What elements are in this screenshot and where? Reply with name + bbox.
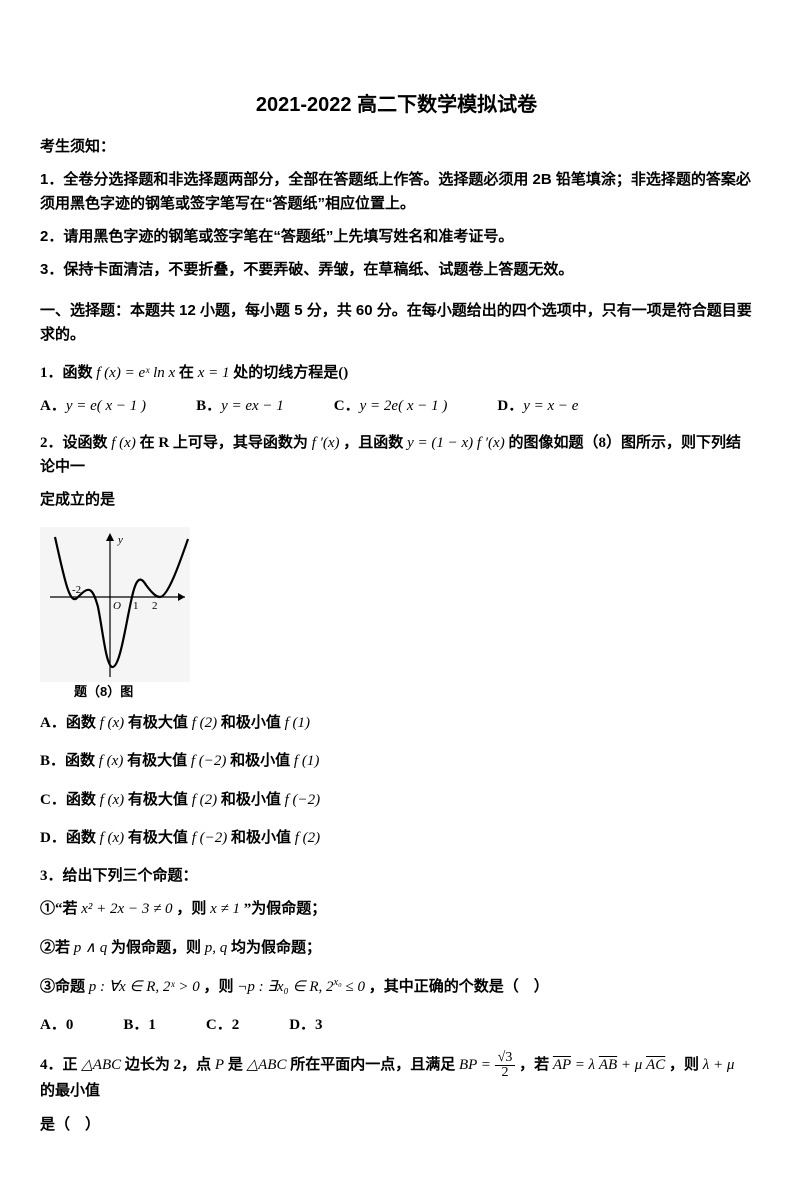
q2-graph: -2 O 1 2 y 题（8）图 bbox=[40, 527, 753, 702]
instr-line-3: 3．保持卡面清洁，不要折叠，不要弄破、弄皱，在草稿纸、试题卷上答题无效。 bbox=[40, 258, 753, 281]
q3-prop-3: ③命题 p : ∀x ∈ R, 2ˣ > 0 ，则 ¬p : ∃x₀ ∈ R, … bbox=[40, 975, 753, 999]
q4-fraction: √32 bbox=[495, 1051, 516, 1080]
q2-option-c: C．函数 f (x) 有极大值 f (2) 和极小值 f (−2) bbox=[40, 789, 753, 812]
q1-option-a: A．y = e( x − 1 ) bbox=[40, 395, 146, 418]
graph-svg: -2 O 1 2 y bbox=[40, 527, 190, 682]
q2-text-c: 在 R 上可导，其导函数为 bbox=[140, 435, 312, 451]
q1-prefix: 1．函数 bbox=[40, 365, 96, 381]
q2-text-e: ，且函数 bbox=[343, 435, 407, 451]
q3-option-d: D．3 bbox=[289, 1014, 322, 1037]
instr-heading: 考生须知： bbox=[40, 135, 753, 158]
q2-option-a: A．函数 f (x) 有极大值 f (2) 和极小值 f (1) bbox=[40, 712, 753, 735]
q1-func: f (x) = eˣ ln x bbox=[96, 365, 175, 381]
q3-option-a: A．0 bbox=[40, 1014, 73, 1037]
question-4: 4．正 △ABC 边长为 2，点 P 是 △ABC 所在平面内一点，且满足 BP… bbox=[40, 1051, 753, 1103]
question-1: 1．函数 f (x) = eˣ ln x 在 x = 1 处的切线方程是() bbox=[40, 362, 753, 385]
question-3-heading: 3．给出下列三个命题： bbox=[40, 865, 753, 888]
question-2: 2．设函数 f (x) 在 R 上可导，其导函数为 f ′(x) ，且函数 y … bbox=[40, 432, 753, 479]
section-1-heading: 一、选择题：本题共 12 小题，每小题 5 分，共 60 分。在每小题给出的四个… bbox=[40, 299, 753, 346]
q3-prop-1: ①“若 x² + 2x − 3 ≠ 0 ，则 x ≠ 1 ”为假命题； bbox=[40, 898, 753, 921]
q2-yfunc: y = (1 − x) f ′(x) bbox=[407, 435, 505, 451]
graph-label-1: 1 bbox=[133, 600, 139, 612]
instr-line-2: 2．请用黑色字迹的钢笔或签字笔在“答题纸”上先填写姓名和准考证号。 bbox=[40, 225, 753, 248]
exam-page: 2021-2022 高二下数学模拟试卷 考生须知： 1．全卷分选择题和非选择题两… bbox=[0, 0, 793, 1192]
q1-option-c: C．y = 2e( x − 1 ) bbox=[334, 395, 448, 418]
graph-caption: 题（8）图 bbox=[74, 682, 753, 702]
q2-option-b: B．函数 f (x) 有极大值 f (−2) 和极小值 f (1) bbox=[40, 750, 753, 773]
q3-prop-2: ②若 p ∧ q 为假命题，则 p, q 均为假命题； bbox=[40, 937, 753, 960]
q1-suffix: 处的切线方程是() bbox=[233, 365, 348, 381]
q3-options: A．0 B．1 C．2 D．3 bbox=[40, 1014, 753, 1037]
graph-label-o: O bbox=[113, 600, 121, 612]
graph-label-y: y bbox=[117, 534, 123, 546]
q3-option-c: C．2 bbox=[206, 1014, 239, 1037]
instructions: 考生须知： 1．全卷分选择题和非选择题两部分，全部在答题纸上作答。选择题必须用 … bbox=[40, 135, 753, 281]
graph-label-2: 2 bbox=[152, 600, 158, 612]
q1-point: x = 1 bbox=[198, 365, 230, 381]
q2-text-a: 2．设函数 bbox=[40, 435, 111, 451]
page-title: 2021-2022 高二下数学模拟试卷 bbox=[40, 90, 753, 121]
q2-option-d: D．函数 f (x) 有极大值 f (−2) 和极小值 f (2) bbox=[40, 827, 753, 850]
q1-option-d: D．y = x − e bbox=[497, 395, 578, 418]
q1-options: A．y = e( x − 1 ) B．y = ex − 1 C．y = 2e( … bbox=[40, 395, 753, 418]
instr-line-1: 1．全卷分选择题和非选择题两部分，全部在答题纸上作答。选择题必须用 2B 铅笔填… bbox=[40, 168, 753, 215]
q4-line2: 是（ ） bbox=[40, 1114, 753, 1137]
q3-option-b: B．1 bbox=[123, 1014, 156, 1037]
q1-mid: 在 bbox=[179, 365, 198, 381]
q2-fprime: f ′(x) bbox=[312, 435, 340, 451]
q2-line2: 定成立的是 bbox=[40, 489, 753, 512]
q2-fx: f (x) bbox=[111, 435, 136, 451]
q1-option-b: B．y = ex − 1 bbox=[196, 395, 284, 418]
graph-label-neg2: -2 bbox=[72, 584, 81, 596]
